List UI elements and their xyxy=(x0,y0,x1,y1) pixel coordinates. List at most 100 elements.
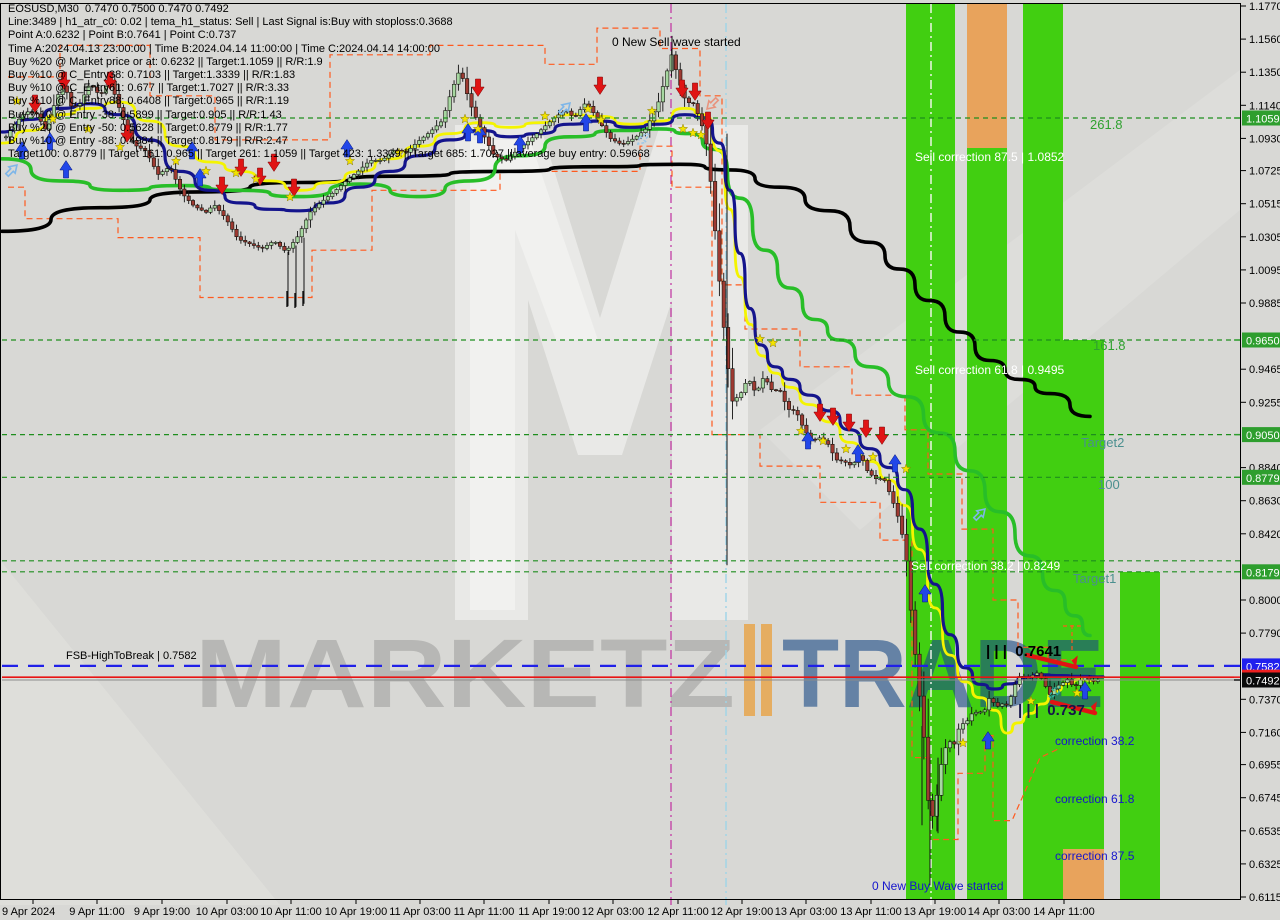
price-tick-label: 0.6955 xyxy=(1249,760,1280,772)
candle-body xyxy=(386,153,391,159)
price-highlight-box-green xyxy=(1242,332,1280,348)
candle-body xyxy=(578,109,583,116)
logo-m-highlight xyxy=(470,140,598,610)
candle-body xyxy=(847,461,852,466)
candle-body xyxy=(25,111,30,115)
candle-body xyxy=(238,236,243,241)
candle-body xyxy=(247,241,252,245)
candle-body xyxy=(69,92,74,107)
price-tick-label: 0.6325 xyxy=(1249,859,1280,871)
candle-body xyxy=(147,150,152,159)
hollow-arrow-icon xyxy=(706,96,720,110)
candle-body xyxy=(208,207,213,213)
time-tick-label: 12 Apr 11:00 xyxy=(647,906,709,918)
candle-body xyxy=(121,107,126,120)
candle-body xyxy=(299,228,304,238)
candle-body xyxy=(804,424,809,434)
candle-body xyxy=(686,97,691,103)
star-signal-icon xyxy=(1025,695,1037,706)
candle-body xyxy=(643,129,648,134)
buy-signal-arrow-icon xyxy=(43,132,57,151)
candle-body xyxy=(1078,679,1083,686)
candle-body xyxy=(308,211,313,221)
fib-zone-green xyxy=(967,148,1007,899)
brand-watermark: MARKETZ TRADE xyxy=(195,619,1104,728)
buy-signal-arrow-icon xyxy=(888,454,902,473)
time-tick-label: 14 Apr 11:00 xyxy=(1033,906,1095,918)
buy-signal-arrow-icon xyxy=(185,141,199,160)
candle-body xyxy=(164,168,169,172)
watermark-separator xyxy=(761,624,772,716)
candle-body xyxy=(952,741,957,745)
star-signal-icon xyxy=(459,113,471,124)
sell-signal-arrow-icon xyxy=(593,76,607,95)
sell-signal-arrow-icon xyxy=(471,78,485,97)
candle-body xyxy=(882,478,887,481)
buy-signal-arrow-icon xyxy=(981,731,995,750)
time-tick-label: 13 Apr 11:00 xyxy=(840,906,902,918)
sell-signal-arrow-icon xyxy=(57,71,71,90)
candle-body xyxy=(186,195,191,201)
price-tick-label: 0.9255 xyxy=(1249,397,1280,409)
buy-signal-arrow-icon xyxy=(1078,681,1092,700)
candle-body xyxy=(512,151,517,157)
candle-body xyxy=(1087,677,1092,680)
candle-body xyxy=(721,280,726,328)
candle-body xyxy=(160,171,165,175)
candle-body xyxy=(369,160,374,164)
sell-signal-arrow-icon xyxy=(120,124,134,143)
star-signal-icon xyxy=(646,105,658,116)
candle-body xyxy=(995,702,1000,707)
candle-body xyxy=(900,515,905,535)
candle-body xyxy=(43,121,48,130)
candle-body xyxy=(77,103,82,107)
star-signal-icon xyxy=(1071,687,1083,698)
price-tick-label: 0.7160 xyxy=(1249,727,1280,739)
star-signal-icon xyxy=(230,167,242,178)
sell-signal-arrow-icon xyxy=(215,176,229,195)
price-tick-label: 0.8000 xyxy=(1249,595,1280,607)
trend-arrow-shaft xyxy=(1049,699,1098,716)
fib-zone-green xyxy=(1120,572,1160,899)
candle-body xyxy=(1000,703,1005,707)
hollow-arrow-icon xyxy=(4,164,18,178)
candle-body xyxy=(826,440,831,445)
candle-body xyxy=(913,609,918,655)
trend-arrow-head xyxy=(1090,701,1097,713)
candle-body xyxy=(178,179,183,190)
candle-body xyxy=(1008,696,1013,706)
sell-signal-arrow-icon xyxy=(688,82,702,101)
candle-body xyxy=(800,414,805,426)
candle-body xyxy=(330,193,335,198)
sell-signal-arrow-icon xyxy=(267,153,281,172)
candle-body xyxy=(960,723,965,730)
candle-body xyxy=(104,86,109,94)
star-signal-icon xyxy=(677,123,689,134)
candle-body xyxy=(569,110,574,116)
candle-body xyxy=(887,480,892,492)
candle-body xyxy=(325,196,330,201)
candle-body xyxy=(504,158,509,161)
candle-body xyxy=(1069,678,1074,685)
sell-signal-arrow-icon xyxy=(842,413,856,432)
candle-body xyxy=(91,85,96,88)
candle-body xyxy=(425,133,430,138)
price-tick-label: 1.0930 xyxy=(1249,133,1280,145)
candle-body xyxy=(791,409,796,411)
candle-body xyxy=(956,728,961,745)
candle-body xyxy=(438,121,443,127)
candle-body xyxy=(1061,682,1066,686)
candle-body xyxy=(895,502,900,517)
candle-body xyxy=(173,169,178,180)
candle-body xyxy=(269,242,274,246)
envelope-lower-line xyxy=(8,145,1061,841)
candle-body xyxy=(991,698,996,703)
candle-body xyxy=(243,240,248,243)
candle-body xyxy=(839,459,844,462)
star-signal-icon xyxy=(114,141,126,152)
candle-body xyxy=(982,709,987,713)
candle-body xyxy=(582,103,587,110)
time-tick-label: 10 Apr 03:00 xyxy=(196,906,258,918)
